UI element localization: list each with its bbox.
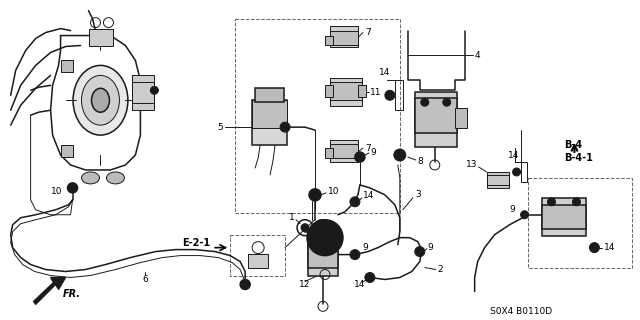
Circle shape bbox=[68, 183, 77, 193]
Bar bbox=[330, 78, 362, 106]
Bar bbox=[255, 88, 284, 102]
Ellipse shape bbox=[106, 172, 124, 184]
Circle shape bbox=[420, 98, 429, 106]
Circle shape bbox=[280, 122, 290, 132]
Text: 10: 10 bbox=[328, 188, 339, 196]
Circle shape bbox=[150, 86, 158, 94]
Ellipse shape bbox=[81, 172, 99, 184]
Text: S0X4 B0110D: S0X4 B0110D bbox=[490, 307, 552, 316]
Circle shape bbox=[547, 198, 556, 206]
Text: E-2-1: E-2-1 bbox=[182, 238, 210, 248]
Bar bbox=[486, 175, 509, 185]
Text: 2: 2 bbox=[438, 265, 444, 274]
Text: 14: 14 bbox=[604, 243, 616, 252]
Bar bbox=[230, 235, 285, 276]
Circle shape bbox=[309, 189, 321, 201]
Bar bbox=[132, 82, 154, 103]
Text: FR.: FR. bbox=[63, 289, 81, 300]
Bar bbox=[88, 28, 113, 46]
Bar bbox=[330, 82, 362, 100]
Text: 10: 10 bbox=[51, 188, 62, 196]
Bar bbox=[330, 31, 358, 44]
Bar bbox=[308, 235, 338, 276]
Text: 9: 9 bbox=[428, 243, 433, 252]
Circle shape bbox=[350, 250, 360, 260]
Text: 14: 14 bbox=[354, 280, 365, 289]
Ellipse shape bbox=[81, 76, 120, 125]
Text: 14: 14 bbox=[508, 150, 519, 160]
Text: 9: 9 bbox=[362, 243, 367, 252]
Bar bbox=[325, 85, 333, 97]
Bar bbox=[61, 60, 72, 72]
Text: B-4: B-4 bbox=[564, 140, 582, 150]
Circle shape bbox=[443, 98, 451, 106]
Bar bbox=[330, 140, 358, 162]
Text: 14: 14 bbox=[379, 68, 390, 77]
Circle shape bbox=[355, 152, 365, 162]
Bar bbox=[235, 19, 400, 213]
Circle shape bbox=[301, 224, 309, 232]
Bar bbox=[527, 178, 632, 268]
Ellipse shape bbox=[73, 65, 128, 135]
Ellipse shape bbox=[92, 88, 109, 112]
Bar bbox=[325, 148, 333, 158]
Circle shape bbox=[589, 243, 600, 252]
Text: 14: 14 bbox=[363, 191, 374, 200]
Text: 7: 7 bbox=[365, 28, 371, 37]
Text: 1: 1 bbox=[289, 213, 295, 222]
Circle shape bbox=[385, 90, 395, 100]
Bar bbox=[454, 108, 467, 128]
Circle shape bbox=[240, 279, 250, 289]
Bar bbox=[132, 76, 154, 110]
Text: 9: 9 bbox=[370, 148, 376, 156]
Circle shape bbox=[394, 149, 406, 161]
Text: 3: 3 bbox=[415, 190, 420, 199]
Text: 8: 8 bbox=[418, 157, 424, 166]
Bar bbox=[415, 92, 457, 147]
Bar bbox=[61, 145, 72, 157]
Text: 9: 9 bbox=[510, 205, 516, 214]
Text: 13: 13 bbox=[466, 160, 477, 170]
Circle shape bbox=[307, 220, 343, 256]
Circle shape bbox=[365, 273, 375, 283]
Bar bbox=[252, 100, 287, 145]
Text: 5: 5 bbox=[218, 123, 223, 132]
Bar bbox=[541, 198, 586, 236]
Polygon shape bbox=[34, 277, 65, 304]
Circle shape bbox=[513, 168, 520, 176]
Circle shape bbox=[318, 224, 326, 232]
Bar bbox=[486, 172, 509, 188]
Bar bbox=[330, 26, 358, 47]
Circle shape bbox=[350, 197, 360, 207]
Text: 12: 12 bbox=[300, 280, 311, 289]
Text: B-4-1: B-4-1 bbox=[564, 153, 593, 163]
Bar bbox=[395, 80, 403, 110]
Circle shape bbox=[520, 211, 529, 219]
Text: 4: 4 bbox=[475, 51, 480, 60]
Circle shape bbox=[415, 247, 425, 257]
Bar bbox=[520, 162, 527, 182]
Bar bbox=[330, 144, 358, 158]
Text: 11: 11 bbox=[370, 88, 381, 97]
Bar bbox=[252, 100, 287, 128]
Bar bbox=[541, 205, 586, 229]
Bar bbox=[325, 36, 333, 45]
Circle shape bbox=[572, 198, 580, 206]
Bar bbox=[248, 253, 268, 268]
Text: 7: 7 bbox=[365, 144, 371, 153]
Bar bbox=[415, 98, 457, 133]
Text: 6: 6 bbox=[143, 275, 148, 284]
Bar bbox=[308, 240, 338, 268]
Bar bbox=[358, 85, 366, 97]
